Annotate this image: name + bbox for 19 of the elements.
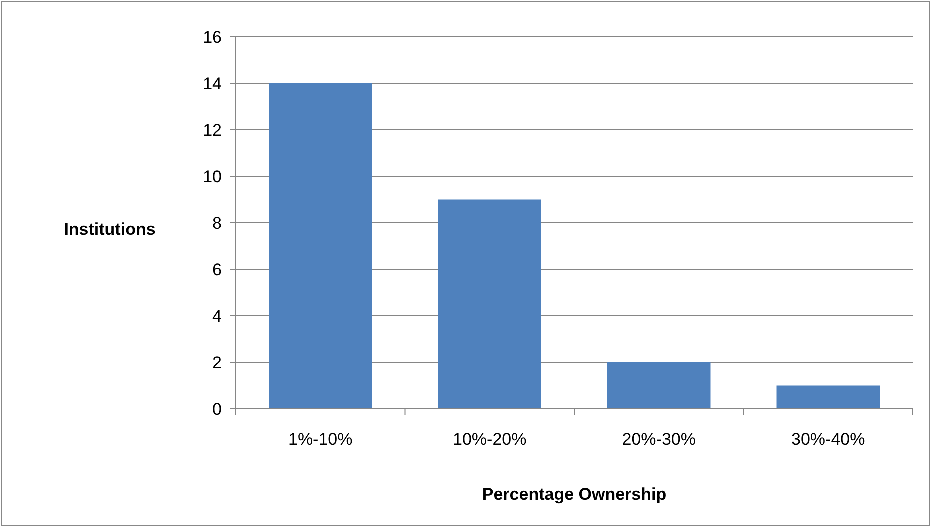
bar: [608, 362, 711, 409]
y-tick-label: 8: [212, 214, 222, 233]
y-tick-label: 12: [203, 120, 222, 140]
x-tick-label: 30%-40%: [792, 430, 866, 449]
bar: [438, 200, 542, 409]
y-tick-label: 0: [212, 400, 222, 419]
x-tick-label: 10%-20%: [453, 430, 527, 449]
y-tick-label: 14: [203, 74, 222, 94]
y-axis-title: Institutions: [64, 220, 156, 239]
x-tick-label: 1%-10%: [288, 430, 353, 449]
y-tick-label: 6: [212, 260, 222, 280]
x-tick-label: 20%-30%: [622, 430, 696, 449]
y-tick-label: 4: [212, 306, 222, 326]
y-tick-label: 2: [212, 353, 222, 372]
bar: [776, 386, 880, 409]
y-tick-label: 10: [203, 167, 222, 186]
x-axis-title: Percentage Ownership: [482, 485, 667, 504]
bar: [269, 84, 372, 409]
y-tick-label: 16: [203, 28, 222, 47]
